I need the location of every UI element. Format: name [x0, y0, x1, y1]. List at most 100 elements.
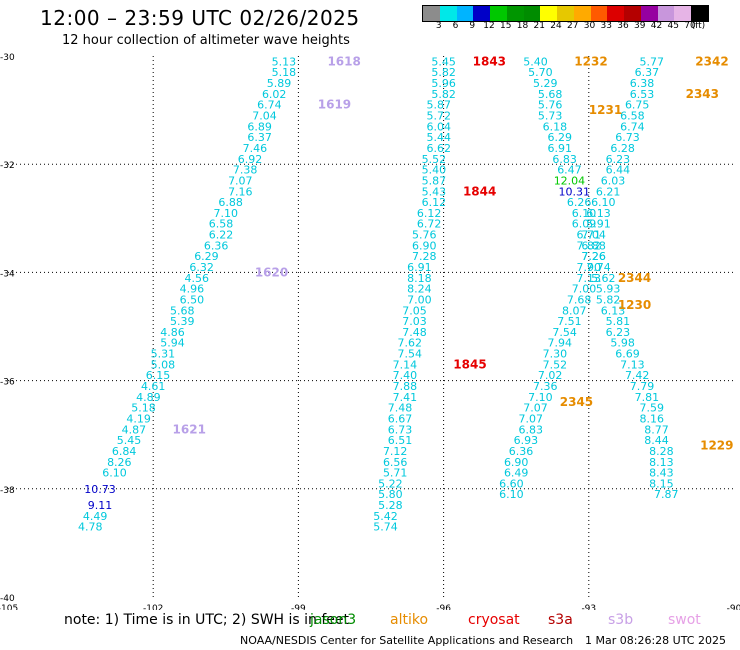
pass-time-label: 1844 — [463, 184, 496, 198]
scale-swatch — [691, 6, 708, 21]
scale-swatch — [540, 6, 557, 21]
satellite-s3b: s3b — [608, 612, 634, 628]
wave-height-point: 5.40 — [523, 55, 548, 68]
wave-height-point: 7.13 — [577, 272, 602, 285]
wave-height-point: 5.81 — [606, 315, 631, 328]
scale-swatch — [523, 6, 541, 21]
wave-height-point: 8.07 — [562, 304, 587, 317]
wave-height-point: 5.44 — [427, 131, 452, 144]
plot-area: -30 -32 -34 -36 -38 -40-105 -102 -99 -96 -93 -90 5… — [0, 53, 740, 610]
pass-time-label: 1232 — [574, 54, 607, 68]
wave-height-point: 7.05 — [402, 304, 427, 317]
wave-height-point: 6.13 — [586, 207, 611, 220]
pass-time-label: 1618 — [327, 54, 360, 68]
scale-swatch — [607, 6, 624, 21]
wave-height-point: 7.48 — [388, 402, 413, 415]
scale-swatch — [573, 6, 591, 21]
scale-swatch — [657, 6, 675, 21]
wave-height-point: 6.23 — [606, 153, 631, 166]
x-axis-label: -96 — [436, 604, 451, 610]
wave-height-point: 7.14 — [393, 358, 418, 371]
scale-label: 27 — [567, 21, 579, 31]
wave-height-point: 8.18 — [407, 272, 432, 285]
wave-height-point: 5.94 — [160, 337, 185, 350]
wave-height-point: 7.02 — [538, 369, 563, 382]
wave-height-point: 7.68 — [567, 293, 592, 306]
wave-height-point: 6.62 — [427, 142, 452, 155]
scale-swatch — [423, 6, 440, 21]
satellite-s3a: s3a — [548, 612, 573, 628]
wave-height-point: 5.45 — [431, 55, 456, 68]
pass-time-label: 2345 — [560, 395, 593, 409]
wave-height-point: 7.48 — [402, 326, 427, 339]
wave-height-point: 6.37 — [247, 131, 272, 144]
wave-height-point: 7.87 — [654, 488, 679, 501]
wave-height-point: 5.82 — [431, 88, 456, 101]
wave-height-point: 7.07 — [523, 402, 548, 415]
altimeter-track: 5.135.185.896.026.747.046.896.377.466.92… — [78, 55, 296, 533]
wave-height-point: 6.23 — [606, 326, 631, 339]
wave-height-point: 5.96 — [431, 77, 456, 90]
wave-height-point: 6.28 — [610, 142, 635, 155]
wave-height-point: 6.60 — [499, 477, 524, 490]
wave-height-point: 7.00 — [572, 283, 597, 296]
page-title: 12:00 – 23:59 UTC 02/26/2025 — [40, 6, 360, 30]
wave-height-point: 6.29 — [548, 131, 573, 144]
wave-height-point: 6.36 — [509, 445, 534, 458]
wave-height-point: 4.61 — [141, 380, 166, 393]
scale-swatch — [490, 6, 507, 21]
wave-height-point: 8.43 — [649, 467, 674, 480]
wave-height-point: 7.88 — [393, 380, 418, 393]
pass-time-label: 1845 — [453, 357, 486, 371]
wave-height-point: 7.62 — [397, 337, 422, 350]
pass-time-label: 1619 — [318, 98, 351, 112]
scale-label: 18 — [516, 21, 529, 31]
wave-height-point: 6.74 — [620, 120, 645, 133]
wave-height-point: 5.18 — [131, 402, 156, 415]
wave-height-point: 6.12 — [417, 207, 442, 220]
wave-height-point: 6.74 — [257, 99, 282, 112]
scale-swatch — [506, 6, 524, 21]
wave-height-point: 5.93 — [596, 283, 621, 296]
wave-height-point: 5.71 — [383, 467, 408, 480]
wave-height-point: 7.04 — [581, 229, 606, 242]
wave-height-point: 8.44 — [644, 434, 669, 447]
wave-height-point: 6.67 — [388, 412, 413, 425]
scale-swatch — [456, 6, 474, 21]
scale-label: 42 — [650, 21, 663, 31]
pass-time-label: 2343 — [686, 87, 719, 101]
pass-time-label: 2342 — [695, 54, 728, 68]
scale-label: 36 — [617, 21, 629, 31]
y-axis-label: -30 — [0, 53, 15, 63]
x-axis-label: -99 — [291, 604, 306, 610]
wave-height-point: 5.40 — [422, 164, 447, 177]
wave-height-point: 6.83 — [518, 423, 543, 436]
wave-height-point: 5.76 — [412, 229, 437, 242]
wave-height-point: 5.73 — [538, 110, 563, 123]
wave-height-point: 5.82 — [596, 293, 621, 306]
wave-height-point: 8.77 — [644, 423, 669, 436]
altimeter-track: 5.455.825.965.825.875.726.045.446.625.52… — [373, 55, 456, 533]
wave-height-point: 6.89 — [247, 120, 272, 133]
y-axis-label: -38 — [0, 486, 15, 496]
wave-height-point: 5.13 — [272, 55, 297, 68]
wave-height-point: 6.09 — [572, 218, 597, 231]
wave-height-point: 7.59 — [639, 402, 664, 415]
wave-height-point: 5.43 — [422, 185, 447, 198]
wave-height-point: 5.22 — [378, 477, 403, 490]
wave-height-point: 8.15 — [649, 477, 674, 490]
wave-height-point: 6.29 — [194, 250, 219, 263]
wave-height-point: 6.02 — [262, 88, 287, 101]
altimeter-track: 5.776.376.386.536.756.586.746.736.286.23… — [577, 55, 679, 501]
axis-labels: -30 -32 -34 -36 -38 -40-105 -102 -99 -96 -93 -90 — [0, 53, 740, 610]
wave-height-point: 6.47 — [557, 164, 582, 177]
wave-height-point: 5.45 — [117, 434, 142, 447]
wave-height-point: 7.40 — [393, 369, 418, 382]
wave-height-point: 7.38 — [233, 164, 258, 177]
color-scale — [422, 5, 709, 22]
wave-height-point: 5.39 — [170, 315, 195, 328]
wave-height-point: 4.89 — [136, 391, 161, 404]
wave-height-point: 6.91 — [407, 261, 432, 274]
wave-height-point: 5.98 — [610, 337, 635, 350]
scale-label: 39 — [634, 21, 646, 31]
